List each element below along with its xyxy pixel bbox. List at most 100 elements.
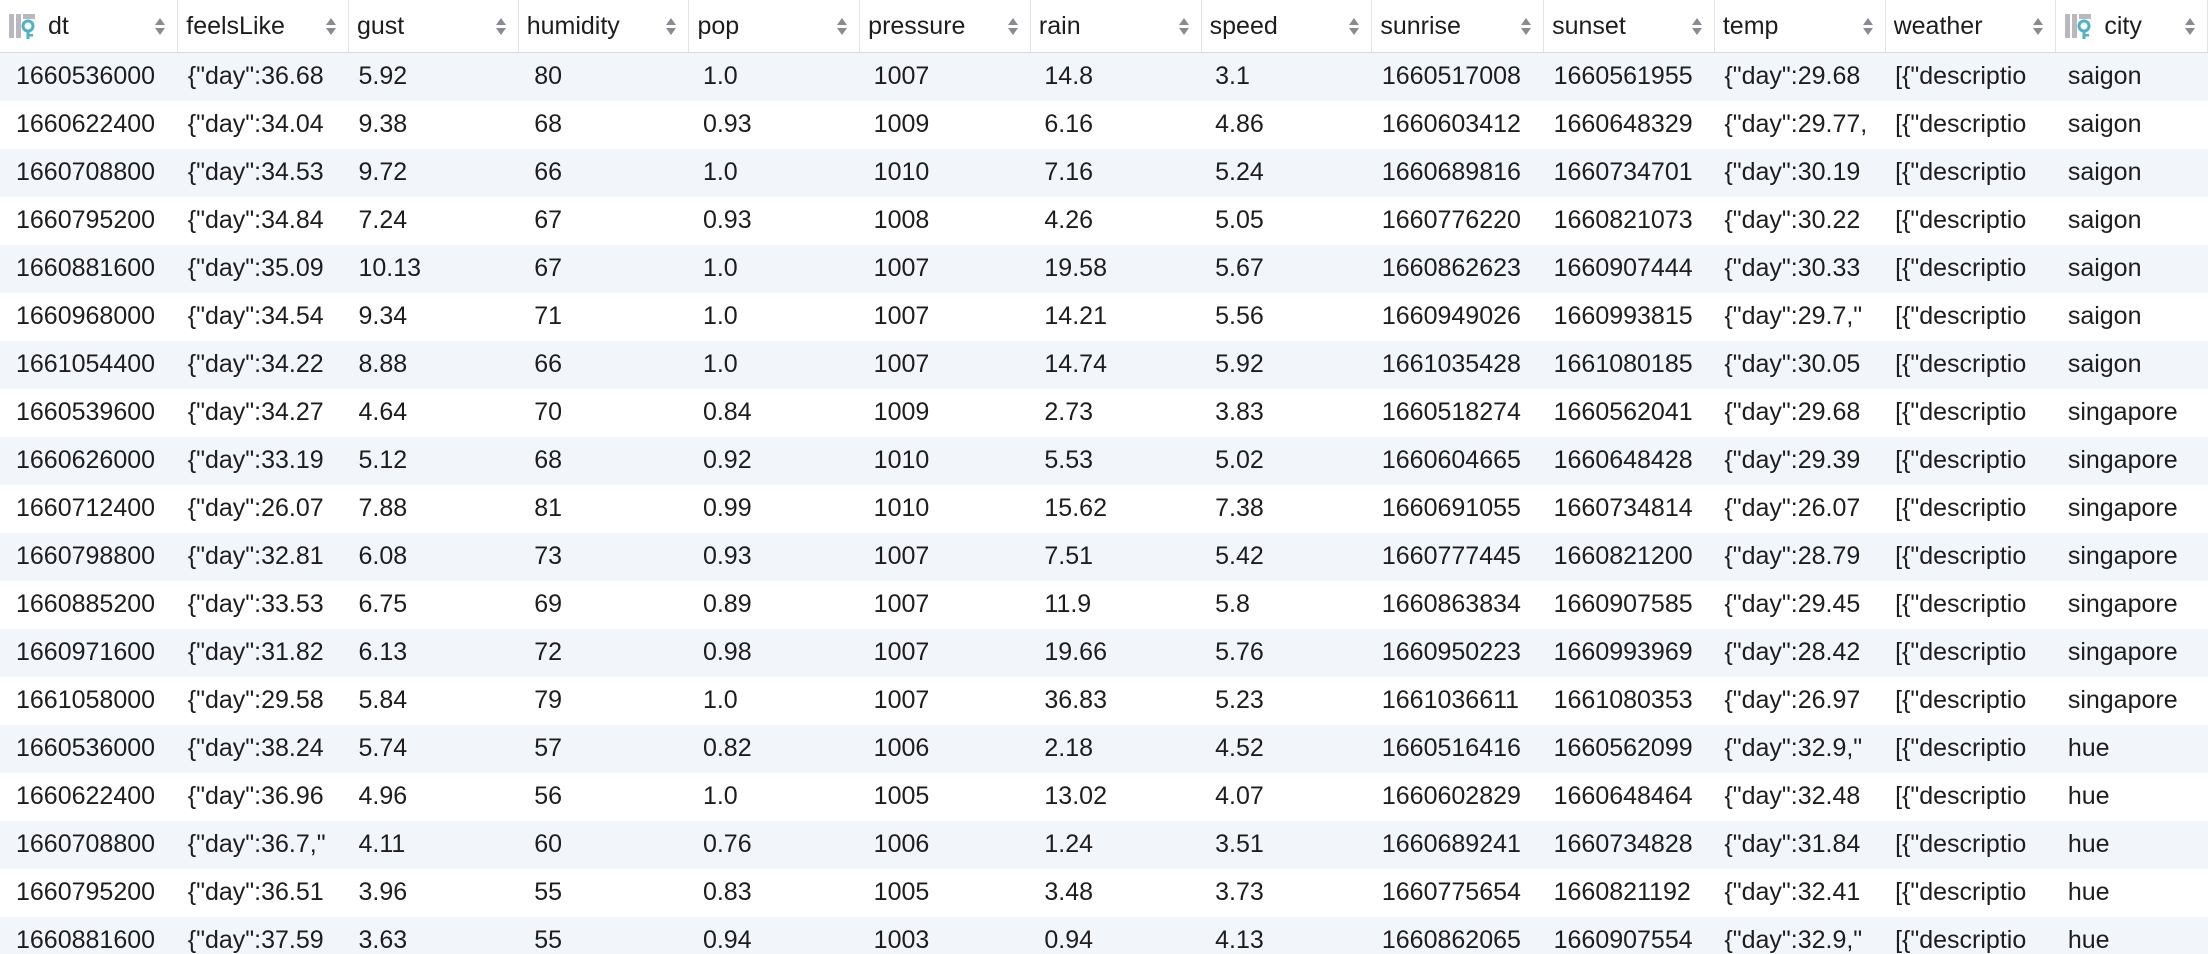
cell-pressure[interactable]: 1010: [859, 148, 1031, 197]
table-row[interactable]: 1661058000 {"day":29.58 5.84 79 1.0 1007 36.83…: [0, 676, 2208, 725]
cell-dt[interactable]: 1660539600: [0, 388, 178, 437]
cell-pressure[interactable]: 1005: [859, 772, 1031, 821]
cell-sunset[interactable]: 1660907585: [1543, 580, 1715, 629]
cell-rain[interactable]: 14.74: [1030, 340, 1202, 389]
cell-speed[interactable]: 4.86: [1201, 100, 1372, 149]
cell-pressure[interactable]: 1010: [859, 436, 1031, 485]
cell-rain[interactable]: 2.18: [1030, 724, 1202, 773]
cell-sunset[interactable]: 1661080353: [1543, 676, 1715, 725]
cell-pressure[interactable]: 1007: [859, 628, 1031, 677]
cell-temp[interactable]: {"day":29.68: [1714, 388, 1886, 437]
cell-sunset[interactable]: 1660821073: [1543, 196, 1715, 245]
cell-pressure[interactable]: 1003: [859, 916, 1031, 954]
cell-dt[interactable]: 1661054400: [0, 340, 178, 389]
cell-feelslike[interactable]: {"day":36.51: [177, 868, 349, 917]
column-header-pop[interactable]: pop: [688, 0, 861, 53]
cell-rain[interactable]: 7.16: [1030, 148, 1202, 197]
column-header-speed[interactable]: speed: [1201, 0, 1373, 53]
cell-weather[interactable]: [{"descriptio: [1885, 292, 2056, 341]
cell-speed[interactable]: 7.38: [1201, 484, 1372, 533]
cell-pop[interactable]: 0.99: [688, 484, 860, 533]
cell-speed[interactable]: 5.8: [1201, 580, 1372, 629]
cell-sunrise[interactable]: 1660517008: [1371, 52, 1544, 101]
cell-humidity[interactable]: 72: [518, 628, 689, 677]
cell-gust[interactable]: 4.64: [348, 388, 519, 437]
table-row[interactable]: 1660795200 {"day":34.84 7.24 67 0.93 1008 4.26…: [0, 196, 2208, 245]
cell-sunset[interactable]: 1660993969: [1543, 628, 1715, 677]
table-row[interactable]: 1660968000 {"day":34.54 9.34 71 1.0 1007 14.21…: [0, 292, 2208, 341]
cell-feelslike[interactable]: {"day":34.53: [177, 148, 349, 197]
cell-gust[interactable]: 5.12: [348, 436, 519, 485]
cell-city[interactable]: hue: [2055, 772, 2208, 821]
cell-weather[interactable]: [{"descriptio: [1885, 340, 2056, 389]
cell-humidity[interactable]: 66: [518, 340, 689, 389]
sort-icon[interactable]: [1861, 15, 1875, 37]
cell-sunset[interactable]: 1660561955: [1543, 52, 1715, 101]
cell-city[interactable]: saigon: [2055, 340, 2208, 389]
cell-rain[interactable]: 1.24: [1030, 820, 1202, 869]
cell-humidity[interactable]: 73: [518, 532, 689, 581]
sort-icon[interactable]: [494, 15, 508, 37]
cell-feelslike[interactable]: {"day":35.09: [177, 244, 349, 293]
cell-gust[interactable]: 9.72: [348, 148, 519, 197]
cell-dt[interactable]: 1660708800: [0, 820, 178, 869]
cell-humidity[interactable]: 67: [518, 196, 689, 245]
cell-sunset[interactable]: 1660821200: [1543, 532, 1715, 581]
cell-rain[interactable]: 14.21: [1030, 292, 1202, 341]
cell-pop[interactable]: 0.84: [688, 388, 860, 437]
cell-dt[interactable]: 1660885200: [0, 580, 178, 629]
cell-sunrise[interactable]: 1661036611: [1371, 676, 1544, 725]
table-row[interactable]: 1660712400 {"day":26.07 7.88 81 0.99 1010 15.6…: [0, 484, 2208, 533]
cell-pop[interactable]: 0.93: [688, 532, 860, 581]
cell-city[interactable]: hue: [2055, 724, 2208, 773]
cell-city[interactable]: singapore: [2055, 436, 2208, 485]
cell-humidity[interactable]: 79: [518, 676, 689, 725]
cell-feelslike[interactable]: {"day":34.27: [177, 388, 349, 437]
cell-speed[interactable]: 3.51: [1201, 820, 1372, 869]
cell-speed[interactable]: 5.56: [1201, 292, 1372, 341]
cell-sunset[interactable]: 1660907554: [1543, 916, 1715, 954]
column-header-weather[interactable]: weather: [1885, 0, 2057, 53]
cell-rain[interactable]: 19.66: [1030, 628, 1202, 677]
cell-rain[interactable]: 36.83: [1030, 676, 1202, 725]
cell-speed[interactable]: 5.92: [1201, 340, 1372, 389]
cell-temp[interactable]: {"day":32.41: [1714, 868, 1886, 917]
cell-rain[interactable]: 13.02: [1030, 772, 1202, 821]
cell-feelslike[interactable]: {"day":36.7,": [177, 820, 349, 869]
cell-temp[interactable]: {"day":30.22: [1714, 196, 1886, 245]
column-header-rain[interactable]: rain: [1030, 0, 1202, 53]
sort-icon[interactable]: [1690, 15, 1704, 37]
cell-rain[interactable]: 5.53: [1030, 436, 1202, 485]
cell-pressure[interactable]: 1006: [859, 820, 1031, 869]
cell-city[interactable]: saigon: [2055, 292, 2208, 341]
cell-gust[interactable]: 3.96: [348, 868, 519, 917]
cell-speed[interactable]: 3.1: [1201, 52, 1372, 101]
cell-speed[interactable]: 5.05: [1201, 196, 1372, 245]
cell-rain[interactable]: 2.73: [1030, 388, 1202, 437]
cell-humidity[interactable]: 69: [518, 580, 689, 629]
cell-pop[interactable]: 0.89: [688, 580, 860, 629]
cell-city[interactable]: singapore: [2055, 580, 2208, 629]
cell-feelslike[interactable]: {"day":29.58: [177, 676, 349, 725]
cell-speed[interactable]: 5.23: [1201, 676, 1372, 725]
cell-speed[interactable]: 5.42: [1201, 532, 1372, 581]
cell-humidity[interactable]: 68: [518, 436, 689, 485]
column-header-gust[interactable]: gust: [348, 0, 519, 53]
table-row[interactable]: 1660885200 {"day":33.53 6.75 69 0.89 1007 11.9…: [0, 580, 2208, 629]
cell-city[interactable]: saigon: [2055, 148, 2208, 197]
cell-feelslike[interactable]: {"day":34.04: [177, 100, 349, 149]
cell-sunset[interactable]: 1660562041: [1543, 388, 1715, 437]
table-row[interactable]: 1661054400 {"day":34.22 8.88 66 1.0 1007 14.74…: [0, 340, 2208, 389]
cell-dt[interactable]: 1660712400: [0, 484, 178, 533]
cell-sunset[interactable]: 1660648428: [1543, 436, 1715, 485]
cell-pop[interactable]: 1.0: [688, 148, 860, 197]
cell-sunrise[interactable]: 1660949026: [1371, 292, 1544, 341]
cell-pop[interactable]: 0.93: [688, 196, 860, 245]
column-header-dt[interactable]: dt: [0, 0, 179, 53]
cell-sunrise[interactable]: 1660777445: [1371, 532, 1544, 581]
cell-feelslike[interactable]: {"day":26.07: [177, 484, 349, 533]
cell-pressure[interactable]: 1007: [859, 532, 1031, 581]
cell-sunset[interactable]: 1660562099: [1543, 724, 1715, 773]
cell-speed[interactable]: 3.83: [1201, 388, 1372, 437]
sort-icon[interactable]: [1177, 15, 1191, 37]
